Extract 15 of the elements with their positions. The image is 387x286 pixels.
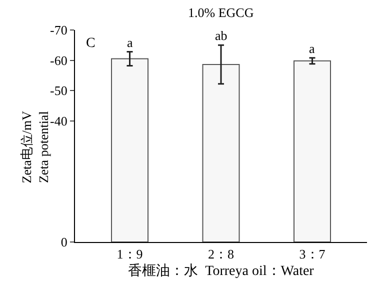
annotation: a [127,35,133,50]
x-tick-label: 1：9 [116,246,143,262]
x-tick-label: 3：7 [299,246,326,262]
annotation: a [309,41,315,56]
y-tick-label: 0 [60,234,68,250]
y-tick-label: -60 [50,52,68,68]
y-tick-label: -40 [50,113,68,128]
annotation: C [86,36,96,51]
x-axis-title: 香榧油：水 Torreya oil：Water [128,262,314,279]
x-tick-label: 2：8 [208,246,234,262]
y-axis-title: Zeta电位/mV Zeta potential [19,110,51,184]
chart-title: 1.0% EGCG [188,5,254,20]
y-tick-label: -50 [50,83,68,98]
y-tick-label: -70 [50,22,68,38]
annotation: ab [215,28,228,43]
